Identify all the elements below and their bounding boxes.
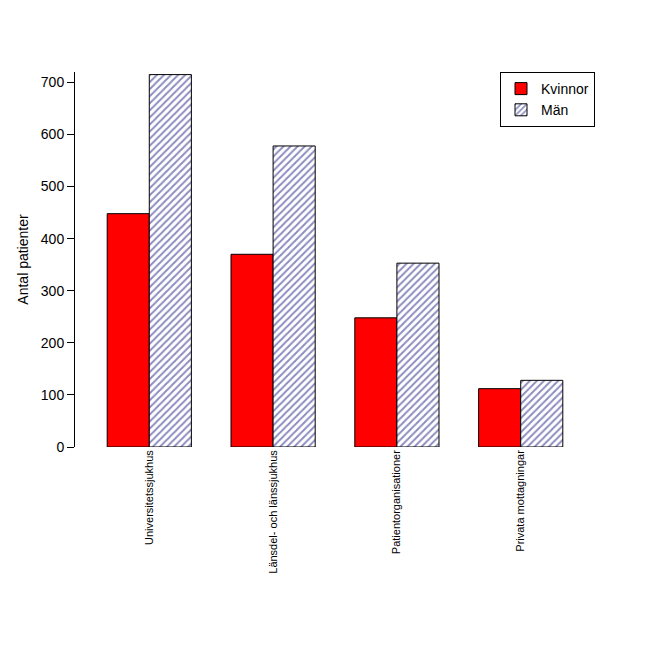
svg-text:600: 600: [41, 126, 65, 142]
svg-text:700: 700: [41, 74, 65, 90]
svg-text:0: 0: [56, 439, 64, 455]
svg-text:300: 300: [41, 283, 65, 299]
svg-text:Länsdel- och länssjukhus: Länsdel- och länssjukhus: [267, 450, 279, 574]
svg-text:200: 200: [41, 335, 65, 351]
svg-text:Universitetssjukhus: Universitetssjukhus: [143, 450, 155, 545]
svg-text:Antal patienter: Antal patienter: [15, 214, 31, 305]
svg-text:Privata mottagningar: Privata mottagningar: [514, 450, 526, 552]
svg-text:Patientorganisationer: Patientorganisationer: [390, 450, 402, 554]
svg-text:500: 500: [41, 178, 65, 194]
svg-text:Män: Män: [541, 102, 568, 118]
svg-text:Kvinnor: Kvinnor: [541, 81, 589, 97]
svg-text:100: 100: [41, 387, 65, 403]
svg-text:400: 400: [41, 231, 65, 247]
